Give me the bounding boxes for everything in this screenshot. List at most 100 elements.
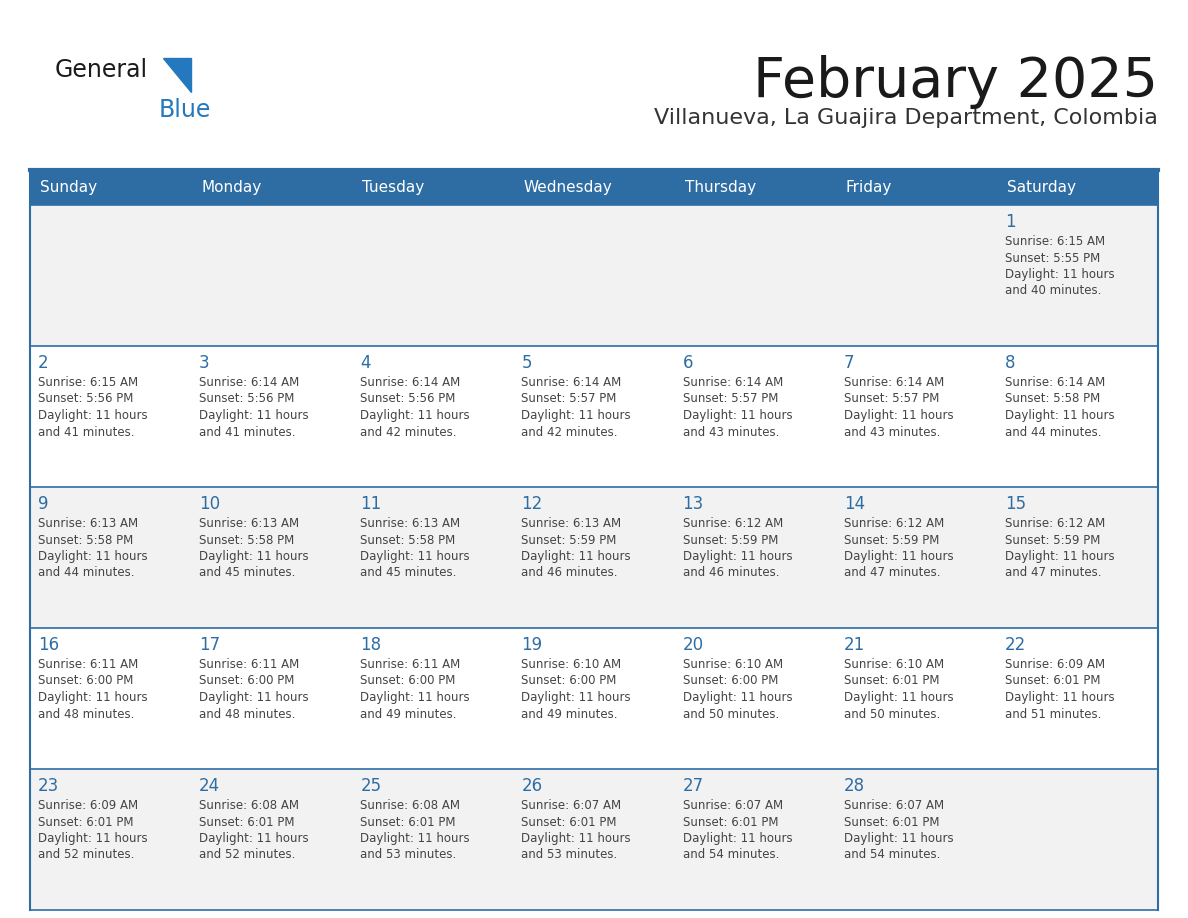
Text: Sunrise: 6:12 AM: Sunrise: 6:12 AM [1005,517,1105,530]
Text: Daylight: 11 hours: Daylight: 11 hours [683,691,792,704]
Text: 5: 5 [522,354,532,372]
Text: Sunrise: 6:14 AM: Sunrise: 6:14 AM [843,376,944,389]
Text: and 52 minutes.: and 52 minutes. [38,848,134,861]
Text: Sunset: 6:01 PM: Sunset: 6:01 PM [38,815,133,829]
Text: 19: 19 [522,636,543,654]
Text: Daylight: 11 hours: Daylight: 11 hours [522,691,631,704]
Text: Sunrise: 6:14 AM: Sunrise: 6:14 AM [683,376,783,389]
Text: 12: 12 [522,495,543,513]
Text: 23: 23 [38,777,59,795]
Text: Sunset: 6:01 PM: Sunset: 6:01 PM [683,815,778,829]
Text: Sunrise: 6:11 AM: Sunrise: 6:11 AM [360,658,461,671]
Text: and 47 minutes.: and 47 minutes. [1005,566,1101,579]
Text: Sunrise: 6:10 AM: Sunrise: 6:10 AM [683,658,783,671]
Text: and 41 minutes.: and 41 minutes. [200,426,296,439]
Text: 10: 10 [200,495,220,513]
Text: Wednesday: Wednesday [524,180,612,195]
Text: Sunset: 5:56 PM: Sunset: 5:56 PM [360,393,456,406]
Text: Sunset: 6:00 PM: Sunset: 6:00 PM [360,675,456,688]
Text: Daylight: 11 hours: Daylight: 11 hours [1005,268,1114,281]
Text: Daylight: 11 hours: Daylight: 11 hours [843,832,953,845]
Text: Sunrise: 6:14 AM: Sunrise: 6:14 AM [1005,376,1105,389]
Text: and 44 minutes.: and 44 minutes. [1005,426,1101,439]
Text: Sunset: 5:55 PM: Sunset: 5:55 PM [1005,252,1100,264]
Text: and 48 minutes.: and 48 minutes. [200,708,296,721]
Bar [30,769,1158,910]
Text: and 54 minutes.: and 54 minutes. [683,848,779,861]
Text: Daylight: 11 hours: Daylight: 11 hours [360,691,470,704]
Text: and 42 minutes.: and 42 minutes. [360,426,456,439]
Text: and 49 minutes.: and 49 minutes. [522,708,618,721]
Text: Blue: Blue [159,98,211,122]
Text: and 43 minutes.: and 43 minutes. [683,426,779,439]
Text: February 2025: February 2025 [753,55,1158,109]
Text: Sunrise: 6:14 AM: Sunrise: 6:14 AM [200,376,299,389]
Text: Sunset: 5:59 PM: Sunset: 5:59 PM [522,533,617,546]
Text: Saturday: Saturday [1007,180,1076,195]
Text: Daylight: 11 hours: Daylight: 11 hours [1005,409,1114,422]
Text: 25: 25 [360,777,381,795]
Text: 3: 3 [200,354,210,372]
Text: Villanueva, La Guajira Department, Colombia: Villanueva, La Guajira Department, Colom… [655,108,1158,128]
Text: Sunset: 5:58 PM: Sunset: 5:58 PM [38,533,133,546]
Text: and 45 minutes.: and 45 minutes. [360,566,456,579]
Text: and 53 minutes.: and 53 minutes. [522,848,618,861]
Text: 22: 22 [1005,636,1026,654]
Text: and 42 minutes.: and 42 minutes. [522,426,618,439]
Text: and 44 minutes.: and 44 minutes. [38,566,134,579]
Text: Sunrise: 6:07 AM: Sunrise: 6:07 AM [522,799,621,812]
Text: 15: 15 [1005,495,1026,513]
Text: Daylight: 11 hours: Daylight: 11 hours [360,832,470,845]
Text: Daylight: 11 hours: Daylight: 11 hours [360,550,470,563]
Text: Sunset: 5:59 PM: Sunset: 5:59 PM [1005,533,1100,546]
Text: Daylight: 11 hours: Daylight: 11 hours [200,832,309,845]
Text: Sunrise: 6:08 AM: Sunrise: 6:08 AM [360,799,460,812]
Text: Sunset: 6:00 PM: Sunset: 6:00 PM [683,675,778,688]
Text: 2: 2 [38,354,49,372]
Text: Monday: Monday [201,180,261,195]
Text: General: General [55,58,148,82]
Text: Daylight: 11 hours: Daylight: 11 hours [200,550,309,563]
Bar [30,346,1158,487]
Text: Daylight: 11 hours: Daylight: 11 hours [683,832,792,845]
Text: Daylight: 11 hours: Daylight: 11 hours [683,409,792,422]
Text: Daylight: 11 hours: Daylight: 11 hours [360,409,470,422]
Text: Sunrise: 6:13 AM: Sunrise: 6:13 AM [38,517,138,530]
Text: 8: 8 [1005,354,1016,372]
Text: 4: 4 [360,354,371,372]
Text: Daylight: 11 hours: Daylight: 11 hours [1005,691,1114,704]
Text: Sunrise: 6:07 AM: Sunrise: 6:07 AM [683,799,783,812]
Text: and 45 minutes.: and 45 minutes. [200,566,296,579]
Text: Sunset: 5:56 PM: Sunset: 5:56 PM [38,393,133,406]
Text: Sunset: 5:59 PM: Sunset: 5:59 PM [843,533,939,546]
Text: and 40 minutes.: and 40 minutes. [1005,285,1101,297]
Text: Sunrise: 6:10 AM: Sunrise: 6:10 AM [843,658,943,671]
Text: Daylight: 11 hours: Daylight: 11 hours [200,409,309,422]
Text: Sunrise: 6:10 AM: Sunrise: 6:10 AM [522,658,621,671]
Text: Sunrise: 6:12 AM: Sunrise: 6:12 AM [843,517,944,530]
Text: 11: 11 [360,495,381,513]
Text: and 43 minutes.: and 43 minutes. [843,426,940,439]
Text: Sunset: 5:57 PM: Sunset: 5:57 PM [683,393,778,406]
Text: Sunrise: 6:13 AM: Sunrise: 6:13 AM [522,517,621,530]
Text: Sunset: 5:57 PM: Sunset: 5:57 PM [522,393,617,406]
Text: Daylight: 11 hours: Daylight: 11 hours [1005,550,1114,563]
Text: Daylight: 11 hours: Daylight: 11 hours [522,832,631,845]
Text: Sunrise: 6:07 AM: Sunrise: 6:07 AM [843,799,943,812]
Text: and 50 minutes.: and 50 minutes. [683,708,779,721]
Text: Daylight: 11 hours: Daylight: 11 hours [200,691,309,704]
Text: Sunrise: 6:11 AM: Sunrise: 6:11 AM [200,658,299,671]
Text: 24: 24 [200,777,220,795]
Text: Sunday: Sunday [40,180,97,195]
Text: Sunrise: 6:14 AM: Sunrise: 6:14 AM [522,376,621,389]
Text: Daylight: 11 hours: Daylight: 11 hours [683,550,792,563]
Text: and 50 minutes.: and 50 minutes. [843,708,940,721]
Text: Daylight: 11 hours: Daylight: 11 hours [38,409,147,422]
Text: 26: 26 [522,777,543,795]
Bar [30,205,1158,346]
Text: and 54 minutes.: and 54 minutes. [843,848,940,861]
Text: Daylight: 11 hours: Daylight: 11 hours [38,550,147,563]
Text: Sunset: 6:01 PM: Sunset: 6:01 PM [1005,675,1100,688]
Text: Daylight: 11 hours: Daylight: 11 hours [522,550,631,563]
Text: Daylight: 11 hours: Daylight: 11 hours [843,550,953,563]
